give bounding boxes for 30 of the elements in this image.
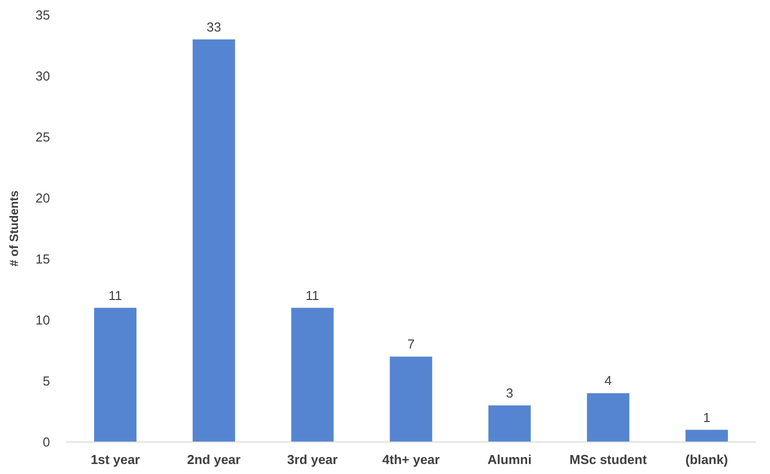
data-label: 4 xyxy=(604,373,612,388)
x-tick-label: 3rd year xyxy=(287,452,338,467)
x-tick-label: (blank) xyxy=(685,452,728,467)
y-axis-title: # of Students xyxy=(7,190,21,267)
bar xyxy=(291,308,334,442)
data-label: 11 xyxy=(108,288,122,303)
bar xyxy=(390,356,432,442)
y-tick-label: 25 xyxy=(36,130,50,145)
bar xyxy=(488,405,531,442)
data-label: 1 xyxy=(703,410,710,425)
x-tick-label: 4th+ year xyxy=(382,452,440,467)
x-tick-label: 1st year xyxy=(90,452,140,467)
x-tick-label: MSc student xyxy=(569,452,648,467)
x-tick-label: 2nd year xyxy=(187,452,241,467)
data-label: 3 xyxy=(506,385,514,400)
bar xyxy=(192,39,236,442)
y-tick-label: 5 xyxy=(42,374,50,389)
y-tick-label: 15 xyxy=(36,252,50,267)
y-tick-label: 30 xyxy=(36,68,50,84)
data-label: 33 xyxy=(206,19,222,34)
data-label: 7 xyxy=(407,336,415,352)
x-tick-label: Alumni xyxy=(488,452,532,467)
y-tick-label: 20 xyxy=(36,190,50,206)
y-tick-label: 10 xyxy=(36,312,50,328)
y-tick-label: 0 xyxy=(42,434,50,450)
bar xyxy=(686,430,728,442)
data-label: 11 xyxy=(306,288,320,303)
bar xyxy=(94,308,136,442)
bar xyxy=(586,393,630,442)
y-tick-label: 35 xyxy=(36,8,50,23)
